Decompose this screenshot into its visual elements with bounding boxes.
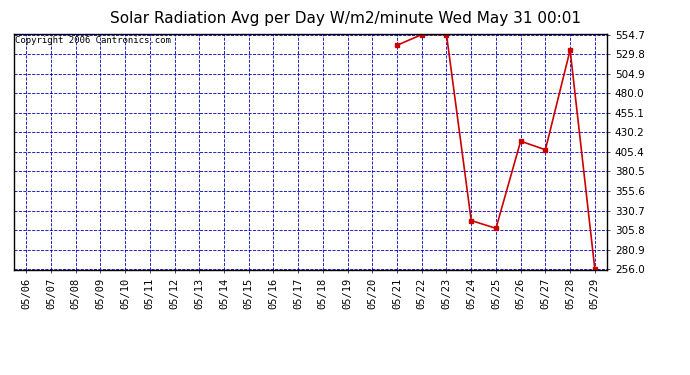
Text: Copyright 2006 Cantronics.com: Copyright 2006 Cantronics.com [15, 36, 171, 45]
Text: Solar Radiation Avg per Day W/m2/minute Wed May 31 00:01: Solar Radiation Avg per Day W/m2/minute … [110, 11, 580, 26]
